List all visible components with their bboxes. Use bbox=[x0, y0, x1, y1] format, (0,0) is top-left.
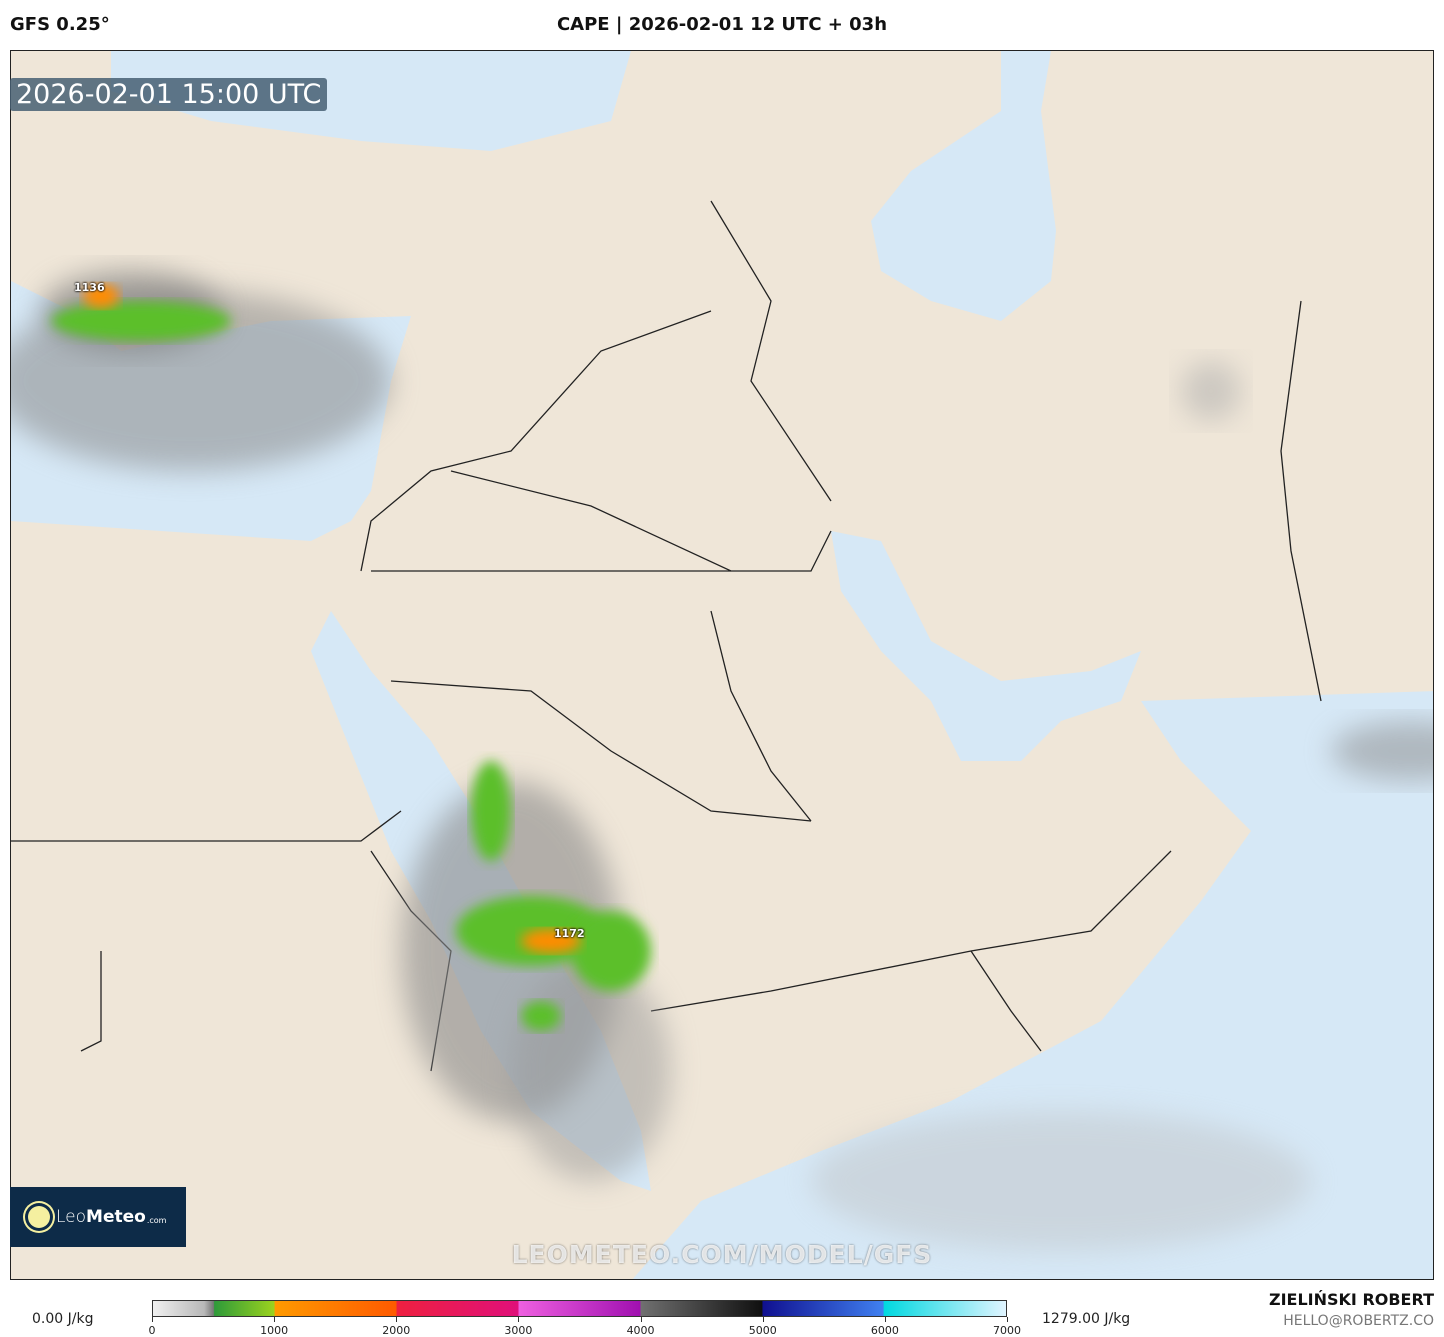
map-canvas bbox=[11, 51, 1433, 1279]
cape-field bbox=[11, 271, 1433, 1251]
legend-min-label: 0.00 J/kg bbox=[32, 1311, 94, 1327]
legend-tick-label: 0 bbox=[148, 1324, 156, 1337]
legend-tick-mark bbox=[640, 1317, 642, 1322]
legend-tick-label: 3000 bbox=[504, 1324, 533, 1337]
model-label: GFS 0.25° bbox=[10, 14, 110, 35]
legend-tick-label: 7000 bbox=[993, 1324, 1021, 1337]
legend-tick-label: 5000 bbox=[748, 1324, 777, 1337]
legend-tick-mark bbox=[518, 1317, 520, 1322]
legend-tick-mark bbox=[1007, 1317, 1008, 1322]
author-credit: ZIELIŃSKI ROBERT bbox=[1268, 1290, 1434, 1309]
leometeo-logo[interactable]: Leo Meteo .com bbox=[10, 1187, 186, 1247]
chart-title: CAPE | 2026-02-01 12 UTC + 03h bbox=[556, 14, 888, 35]
logo-text-bold: Meteo bbox=[86, 1207, 146, 1227]
legend-tick-mark bbox=[152, 1317, 153, 1322]
logo-text-small: .com bbox=[146, 1215, 167, 1225]
max-value-label: 1136 bbox=[74, 281, 105, 294]
watermark: LEOMETEO.COM/MODEL/GFS bbox=[511, 1240, 933, 1269]
max-value-label: 1172 bbox=[554, 927, 585, 940]
legend-tick-label: 6000 bbox=[870, 1324, 899, 1337]
legend-max-label: 1279.00 J/kg bbox=[1042, 1311, 1131, 1327]
borders bbox=[11, 200, 1322, 1072]
persian-gulf bbox=[831, 531, 1141, 761]
valid-time-label: 2026-02-01 15:00 UTC bbox=[10, 78, 328, 111]
logo-text-light: Leo bbox=[56, 1207, 87, 1227]
legend-tick-mark bbox=[274, 1317, 276, 1322]
weather-map bbox=[10, 50, 1434, 1280]
black-sea bbox=[111, 51, 631, 151]
caspian-sea bbox=[871, 51, 1056, 321]
legend-tick-label: 4000 bbox=[626, 1324, 655, 1337]
legend-colorbar bbox=[152, 1300, 1007, 1317]
author-email: HELLO@ROBERTZ.CO bbox=[1283, 1313, 1434, 1329]
legend-tick-label: 1000 bbox=[260, 1324, 289, 1337]
sun-icon bbox=[28, 1206, 50, 1228]
legend-tick-mark bbox=[762, 1317, 764, 1322]
seas bbox=[11, 51, 1433, 1279]
legend-tick-mark bbox=[396, 1317, 398, 1322]
legend-tick-mark bbox=[884, 1317, 886, 1322]
legend-tick-label: 2000 bbox=[382, 1324, 411, 1337]
